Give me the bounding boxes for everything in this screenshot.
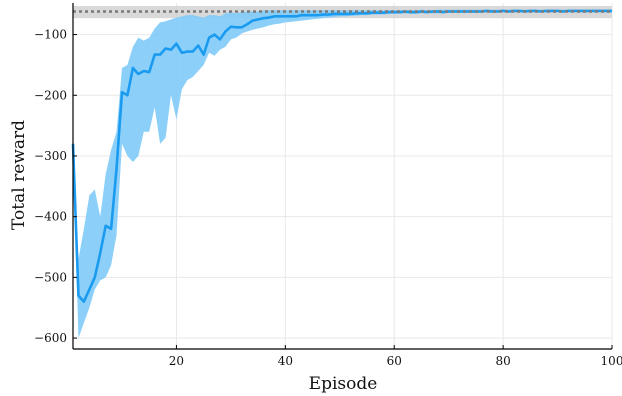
y-tick-label: −600 [34, 331, 67, 345]
y-tick-label: −500 [34, 270, 67, 284]
y-tick-label: −400 [34, 210, 67, 224]
x-axis-label: Episode [309, 374, 378, 394]
y-axis-label: Total reward [9, 120, 29, 230]
x-tick-label: 100 [601, 354, 622, 368]
x-tick-label: 20 [169, 354, 184, 368]
y-tick-label: −200 [34, 88, 67, 102]
y-ticks: −100 −200 −300 −400 −500 −600 [34, 28, 77, 345]
y-tick-label: −300 [34, 149, 67, 163]
series-line [71, 9, 612, 303]
x-ticks: 20 40 60 80 100 [169, 345, 622, 368]
x-tick-label: 40 [278, 354, 293, 368]
x-tick-label: 60 [387, 354, 402, 368]
x-tick-label: 80 [495, 354, 510, 368]
y-tick-label: −100 [34, 28, 67, 42]
